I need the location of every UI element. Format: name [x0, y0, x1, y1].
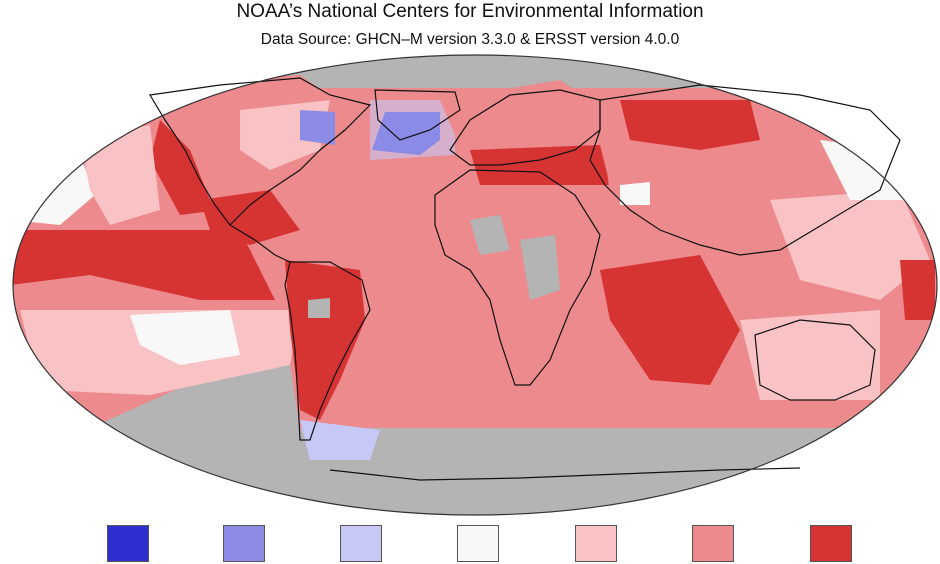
indian-ocean-much-warmer [600, 255, 740, 385]
south-pacific-no-data [90, 365, 300, 428]
patagonia-cooler [300, 420, 380, 460]
coastlines [149, 77, 901, 481]
legend-swatch-warmer [692, 525, 734, 562]
siberia-much-warmer [620, 100, 760, 150]
east-pacific-much-warmer [900, 260, 935, 320]
legend-swatch-much-cooler [107, 525, 149, 562]
africa-coast [434, 169, 601, 386]
legend-swatch-much-warmer [810, 525, 852, 562]
mediterranean-much-warmer [470, 145, 610, 185]
central-america-coast [229, 224, 291, 263]
australia-coast [754, 319, 876, 401]
amazon-no-data [308, 298, 330, 318]
southern-ocean-no-data [13, 428, 937, 515]
africa-no-data-central [520, 235, 560, 300]
antarctic-warm-cells [300, 400, 920, 428]
pacific-much-warmer-band [13, 230, 275, 300]
legend-swatch-slightly-cooler [340, 525, 382, 562]
south-pacific-near-average [130, 310, 240, 365]
map-title: NOAA’s National Centers for Environmenta… [236, 1, 704, 22]
legend-swatch-slightly-warmer [575, 525, 617, 562]
greenland-sea-slightly-cooler [370, 100, 455, 160]
greenland-coast [374, 89, 461, 141]
legend-swatch-cooler [223, 525, 265, 562]
map-outline [12, 54, 938, 516]
antarctica-coast [329, 467, 801, 481]
map-subtitle: Data Source: GHCN–M version 3.3.0 & ERSS… [260, 31, 680, 48]
africa-warmer [430, 195, 600, 380]
mexico-gulf-warmer [200, 190, 300, 245]
australia-slightly-warmer [740, 310, 880, 400]
north-america-coast [149, 77, 372, 226]
west-pacific-slightly-warmer [770, 190, 930, 300]
hudson-bay-cooler [300, 110, 335, 145]
south-america-warmer [285, 260, 365, 420]
asia-coast [589, 84, 901, 256]
africa-no-data-west [470, 215, 510, 255]
arctic-no-data [13, 55, 937, 88]
south-america-coast [284, 261, 371, 441]
himalaya-near-average [620, 182, 650, 205]
legend-swatch-near-average [457, 525, 499, 562]
